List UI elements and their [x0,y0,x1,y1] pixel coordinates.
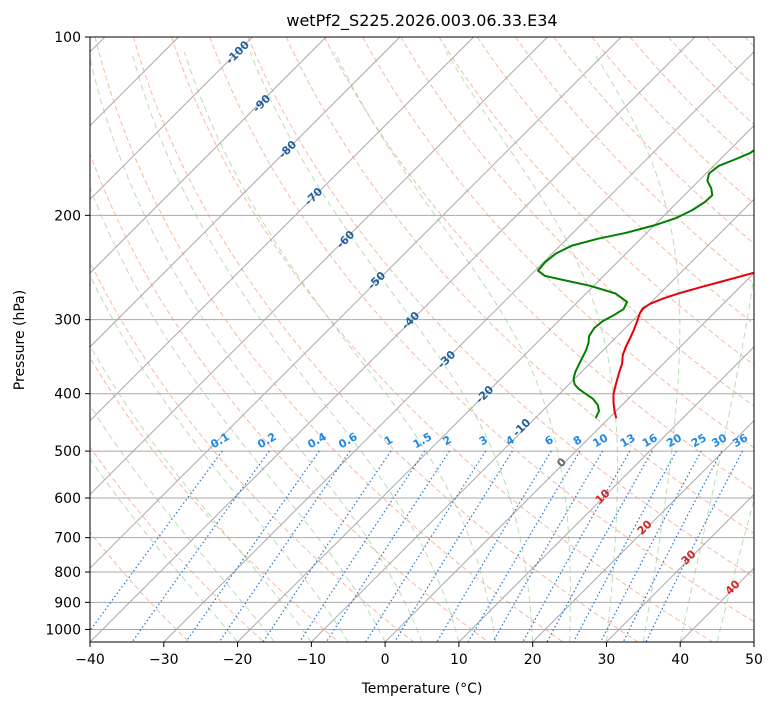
plot-area: -100-90-80-70-60-50-40-30-20-10010203040… [90,37,754,642]
x-tick-label: −40 [75,652,105,668]
isotherm-line [90,37,475,422]
x-tick-label: 10 [450,652,468,668]
mixing-ratio-line [467,450,581,642]
y-tick-label: 300 [54,313,81,329]
temperature-profile-line [612,271,754,419]
moist-adiabat-line [90,458,238,642]
mixing-ratio-line [218,450,351,642]
dry-adiabat-line [553,37,754,245]
y-tick-label: 400 [54,387,81,403]
profiles [537,148,754,419]
x-tick-label: 50 [745,652,763,668]
moist-adiabat-line [90,274,349,642]
x-tick-label: 40 [671,652,689,668]
plot-frame [89,36,755,643]
isotherm-line [90,37,253,201]
dry-adiabat-line [90,260,414,642]
x-tick-label: 30 [598,652,616,668]
isotherm-line [90,37,327,274]
isotherm-line [384,272,754,642]
y-tick-label: 200 [54,208,81,224]
mixing-ratio-line [365,450,487,642]
mixing-ratio-line [492,450,604,642]
isotherm-line [458,346,754,642]
mixing-ratio-line [546,450,653,642]
dry-adiabat-line [515,37,754,285]
moist-adiabat-line [592,51,681,642]
chart-title: wetPf2_S225.2026.003.06.33.E34 [286,11,557,31]
moist-adiabat-line [90,404,275,642]
moist-adiabat-line [131,51,460,642]
x-axis-title: Temperature (°C) [361,681,483,697]
x-tick-label: −20 [223,652,253,668]
moist-adiabat-line [249,51,534,642]
dry-adiabat-line [323,37,754,491]
isotherm-line [90,37,401,348]
dry-adiabat-line [438,37,754,366]
x-tick-label: 0 [381,652,390,668]
dry-adiabat-line [94,37,564,642]
dry-adiabat-line [90,446,265,642]
dry-adiabat-line [629,37,754,165]
x-tick-label: −10 [297,652,327,668]
x-tick-label: −30 [149,652,179,668]
axes: −40 −30 −20 −10 0 10 20 30 40 50 100 200 300 400 500 60… [45,30,763,668]
moist-adiabat-line [183,51,497,642]
mixing-ratio-line [522,450,631,642]
moist-adiabat-line [445,51,618,642]
mixing-ratio-line [572,450,677,642]
moist-adiabat-line [334,51,571,642]
dry-adiabat-line [171,37,713,642]
dry-adiabat-line [132,37,639,642]
y-axis-title: Pressure (hPa) [12,290,28,390]
moist-adiabat-line [679,51,754,642]
isotherm-line [237,124,754,642]
mixing-ratio-line [131,450,270,642]
isotherm-line [163,51,754,642]
dewpoint-profile-line [537,148,754,419]
isotherm-line [532,419,754,642]
moist-adiabat-line [90,344,312,642]
isotherm-line [90,37,548,496]
dry-adiabat-line [400,37,754,407]
y-tick-label: 700 [54,531,81,547]
isotherms [90,37,754,642]
mixing-ratio-line [622,450,723,642]
y-tick-label: 1000 [45,622,81,638]
dry-adiabat-line [285,37,754,534]
mixing-ratio-line [185,450,320,642]
isotherm-line [606,493,754,642]
y-tick-label: 900 [54,595,81,611]
moist-adiabat-line [90,186,386,642]
isotherm-line [90,37,696,642]
x-tick-label: 20 [524,652,542,668]
y-tick-label: 600 [54,491,81,507]
dry-adiabat-line [247,37,754,578]
mixing-ratio-line [394,450,513,642]
mixing-ratio-lines [90,450,744,642]
dry-adiabat-line [209,37,754,623]
moist-adiabat-line [716,498,754,642]
mixing-ratio-line [600,450,702,642]
y-tick-label: 500 [54,444,81,460]
pressure-gridlines [90,37,754,630]
isotherm-line [90,37,622,569]
moist-adiabats [90,51,754,642]
y-tick-label: 100 [54,30,81,46]
moist-adiabat-line [90,55,423,642]
isotherm-line [310,198,754,642]
mixing-ratio-line [436,450,552,642]
y-tick-label: 800 [54,565,81,581]
